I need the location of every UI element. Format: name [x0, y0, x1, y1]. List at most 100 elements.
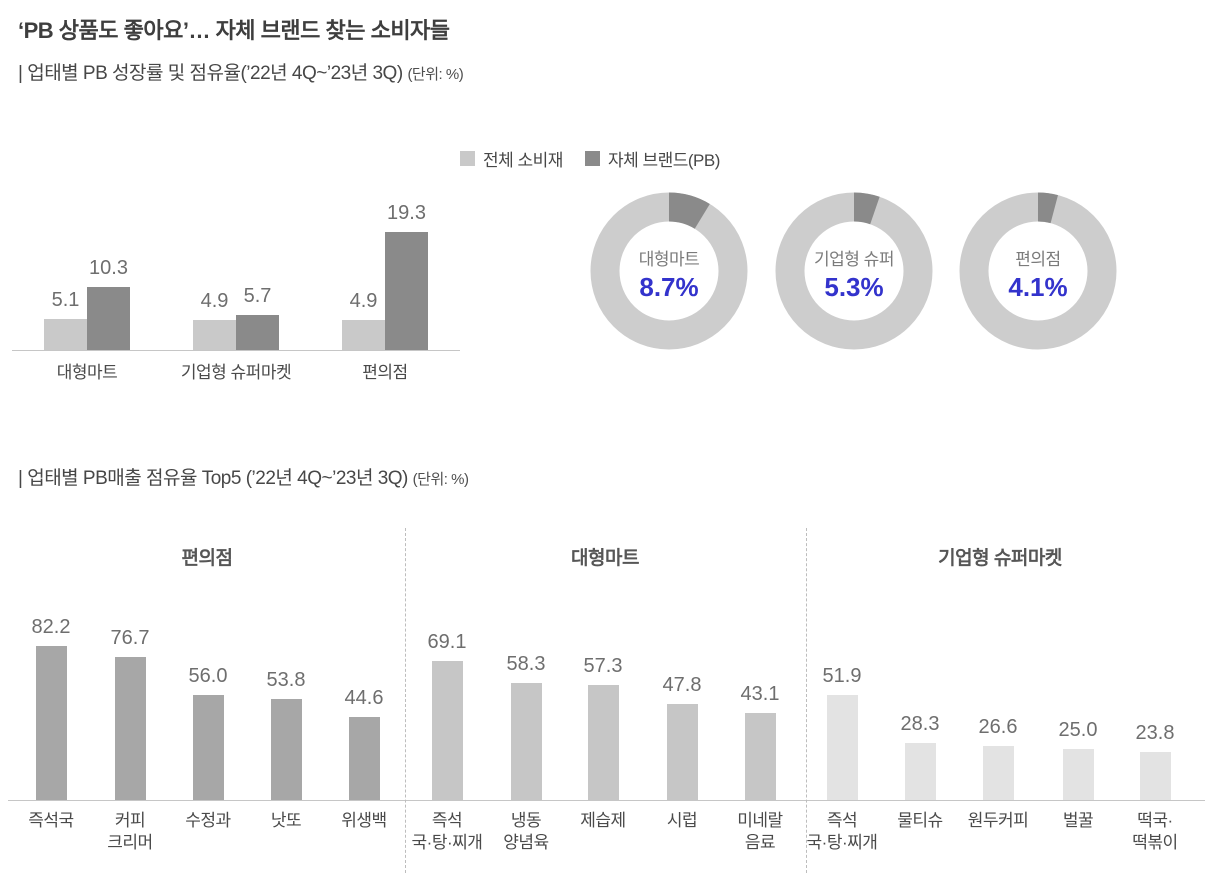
top5-category-label: 원두커피 [967, 811, 1029, 830]
donut-share-value: 8.7% [639, 272, 699, 302]
top5-value: 58.3 [506, 653, 546, 675]
top5-bar [587, 685, 619, 800]
top5-value: 53.8 [266, 669, 306, 691]
top5-bar [192, 695, 224, 800]
growth-value-pb: 10.3 [89, 257, 128, 279]
growth-chart-axis [12, 350, 460, 351]
top5-bar [270, 699, 302, 800]
top5-bar [1062, 749, 1094, 800]
top5-value: 51.9 [822, 665, 862, 687]
top5-category-label: 냉동 양념육 [503, 811, 549, 853]
top5-value: 26.6 [978, 716, 1018, 738]
legend-item-total: 전체 소비재 [460, 146, 563, 171]
top5-category-label: 즉석 국·탕·찌개 [806, 811, 878, 853]
donut-pb-segment [959, 192, 1117, 350]
donut-ring-svg [590, 192, 748, 350]
top5-value: 76.7 [110, 627, 150, 649]
top5-category-label: 즉석국 [28, 811, 74, 830]
top5-category-label: 즉석 국·탕·찌개 [411, 811, 483, 853]
growth-value-pb: 5.7 [243, 285, 272, 307]
top5-category-label: 낫또 [270, 811, 302, 830]
donut-chart [774, 191, 934, 351]
donut-center-label: 기업형 슈퍼 5.3% [774, 245, 934, 303]
panel-divider-1 [405, 528, 406, 873]
donut-share-value: 5.3% [824, 272, 884, 302]
top5-chart-axis [8, 800, 1205, 801]
top5-category-label: 수정과 [185, 811, 231, 830]
donut-share-value: 4.1% [1008, 272, 1068, 302]
donut-channel-name: 편의점 [1015, 250, 1061, 269]
growth-category-label: 기업형 슈퍼마켓 [180, 363, 292, 382]
section1-title-text: | 업태별 PB 성장률 및 점유율(’22년 4Q~’23년 3Q) [18, 63, 403, 84]
donut-channel-name: 기업형 슈퍼 [814, 250, 894, 269]
donut-chart [958, 191, 1118, 351]
growth-bar-pb [236, 315, 279, 350]
donut-pb-segment [775, 192, 933, 350]
top5-value: 28.3 [900, 713, 940, 735]
top5-value: 25.0 [1058, 719, 1098, 741]
section2-title: | 업태별 PB매출 점유율 Top5 (’22년 4Q~’23년 3Q) (단… [18, 463, 469, 490]
donut-chart [589, 191, 749, 351]
top5-category-label: 위생백 [341, 811, 387, 830]
top5-panel-title: 편의점 [181, 548, 233, 569]
top5-value: 56.0 [188, 665, 228, 687]
donut-ring-svg [775, 192, 933, 350]
section2-unit: (단위: %) [412, 471, 469, 488]
growth-bar-pb [385, 232, 428, 350]
page-title: ‘PB 상품도 좋아요’… 자체 브랜드 찾는 소비자들 [18, 18, 450, 43]
top5-bar [826, 695, 858, 800]
growth-bar-pb [87, 287, 130, 350]
legend-item-pb: 자체 브랜드(PB) [584, 146, 720, 171]
donut-center-label: 대형마트 8.7% [589, 245, 749, 303]
top5-panel-title: 대형마트 [571, 548, 639, 569]
top5-bar [510, 683, 542, 800]
growth-value-pb: 19.3 [387, 202, 426, 224]
top5-value: 44.6 [344, 687, 384, 709]
growth-bar-total [342, 320, 385, 350]
top5-bar [348, 717, 380, 800]
legend: 전체 소비재 자체 브랜드(PB) [460, 146, 720, 171]
top5-bar [982, 746, 1014, 800]
top5-category-label: 커피 크리머 [107, 811, 153, 853]
top5-bar [431, 661, 463, 800]
top5-category-label: 벌꿀 [1062, 811, 1094, 830]
top5-bar [744, 713, 776, 800]
top5-bar [35, 646, 67, 800]
section1-unit: (단위: %) [407, 66, 464, 83]
donut-ring-svg [959, 192, 1117, 350]
legend-swatch-pb [584, 151, 600, 166]
top5-bar [904, 743, 936, 800]
top5-bar [114, 657, 146, 800]
top5-bar [1139, 752, 1171, 800]
legend-swatch-total [460, 151, 475, 166]
top5-bar [666, 704, 698, 800]
top5-category-label: 떡국· 떡볶이 [1132, 811, 1178, 853]
top5-category-label: 물티슈 [897, 811, 943, 830]
section2-title-text: | 업태별 PB매출 점유율 Top5 (’22년 4Q~’23년 3Q) [18, 468, 408, 489]
top5-category-label: 시럽 [666, 811, 698, 830]
growth-bar-total [44, 319, 87, 350]
donut-channel-name: 대형마트 [638, 250, 700, 269]
top5-value: 23.8 [1135, 722, 1175, 744]
panel-divider-2 [806, 528, 807, 873]
legend-label-total: 전체 소비재 [483, 151, 563, 170]
top5-value: 47.8 [662, 674, 702, 696]
growth-category-label: 대형마트 [56, 363, 118, 382]
top5-category-label: 미네랄 음료 [737, 811, 783, 853]
growth-value-total: 4.9 [349, 290, 378, 312]
donut-pb-segment [590, 192, 748, 350]
section1-title: | 업태별 PB 성장률 및 점유율(’22년 4Q~’23년 3Q) (단위:… [18, 58, 464, 85]
legend-label-pb: 자체 브랜드(PB) [607, 151, 720, 170]
top5-panel-title: 기업형 슈퍼마켓 [938, 548, 1062, 569]
top5-value: 82.2 [31, 616, 71, 638]
growth-value-total: 4.9 [200, 290, 229, 312]
top5-value: 57.3 [583, 655, 623, 677]
top5-category-label: 제습제 [580, 811, 626, 830]
growth-category-label: 편의점 [362, 363, 408, 382]
growth-value-total: 5.1 [51, 289, 80, 311]
donut-center-label: 편의점 4.1% [958, 245, 1118, 303]
top5-value: 69.1 [427, 631, 467, 653]
growth-bar-total [193, 320, 236, 350]
